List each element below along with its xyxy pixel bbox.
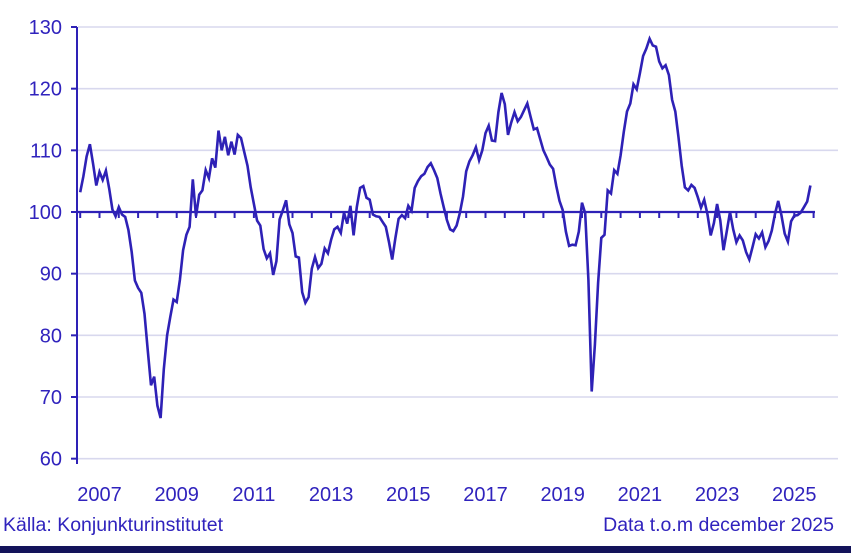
y-tick-label-100: 100 [29,202,62,224]
x-tick-label-2009: 2009 [154,484,199,506]
y-tick-label-80: 80 [40,325,62,347]
y-tick-label-120: 120 [29,79,62,101]
indicator-line-series [78,35,812,419]
x-tick-label-2013: 2013 [309,484,354,506]
y-tick-label-70: 70 [40,387,62,409]
x-tick-label-2015: 2015 [386,484,431,506]
y-tick-label-130: 130 [29,17,62,39]
chart-footer: Källa: Konjunkturinstitutet Data t.o.m d… [0,514,851,537]
data-through-text: Data t.o.m december 2025 [603,514,834,536]
y-tick-label-110: 110 [30,140,62,162]
bottom-bar [0,546,851,553]
x-tick-label-2007: 2007 [77,484,122,506]
x-tick-label-2019: 2019 [540,484,585,506]
x-tick-label-2017: 2017 [463,484,508,506]
source-text: Källa: Konjunkturinstitutet [3,514,224,536]
y-tick-label-60: 60 [40,449,62,471]
x-tick-label-2025: 2025 [772,484,817,506]
x-tick-label-2023: 2023 [695,484,740,506]
line-chart: 60 70 80 90 100 110 120 130 2007 2009 2011 2013 2015… [29,17,838,506]
x-tick-label-2021: 2021 [618,484,663,506]
x-tick-label-2011: 2011 [232,484,275,506]
y-tick-label-90: 90 [40,264,62,286]
